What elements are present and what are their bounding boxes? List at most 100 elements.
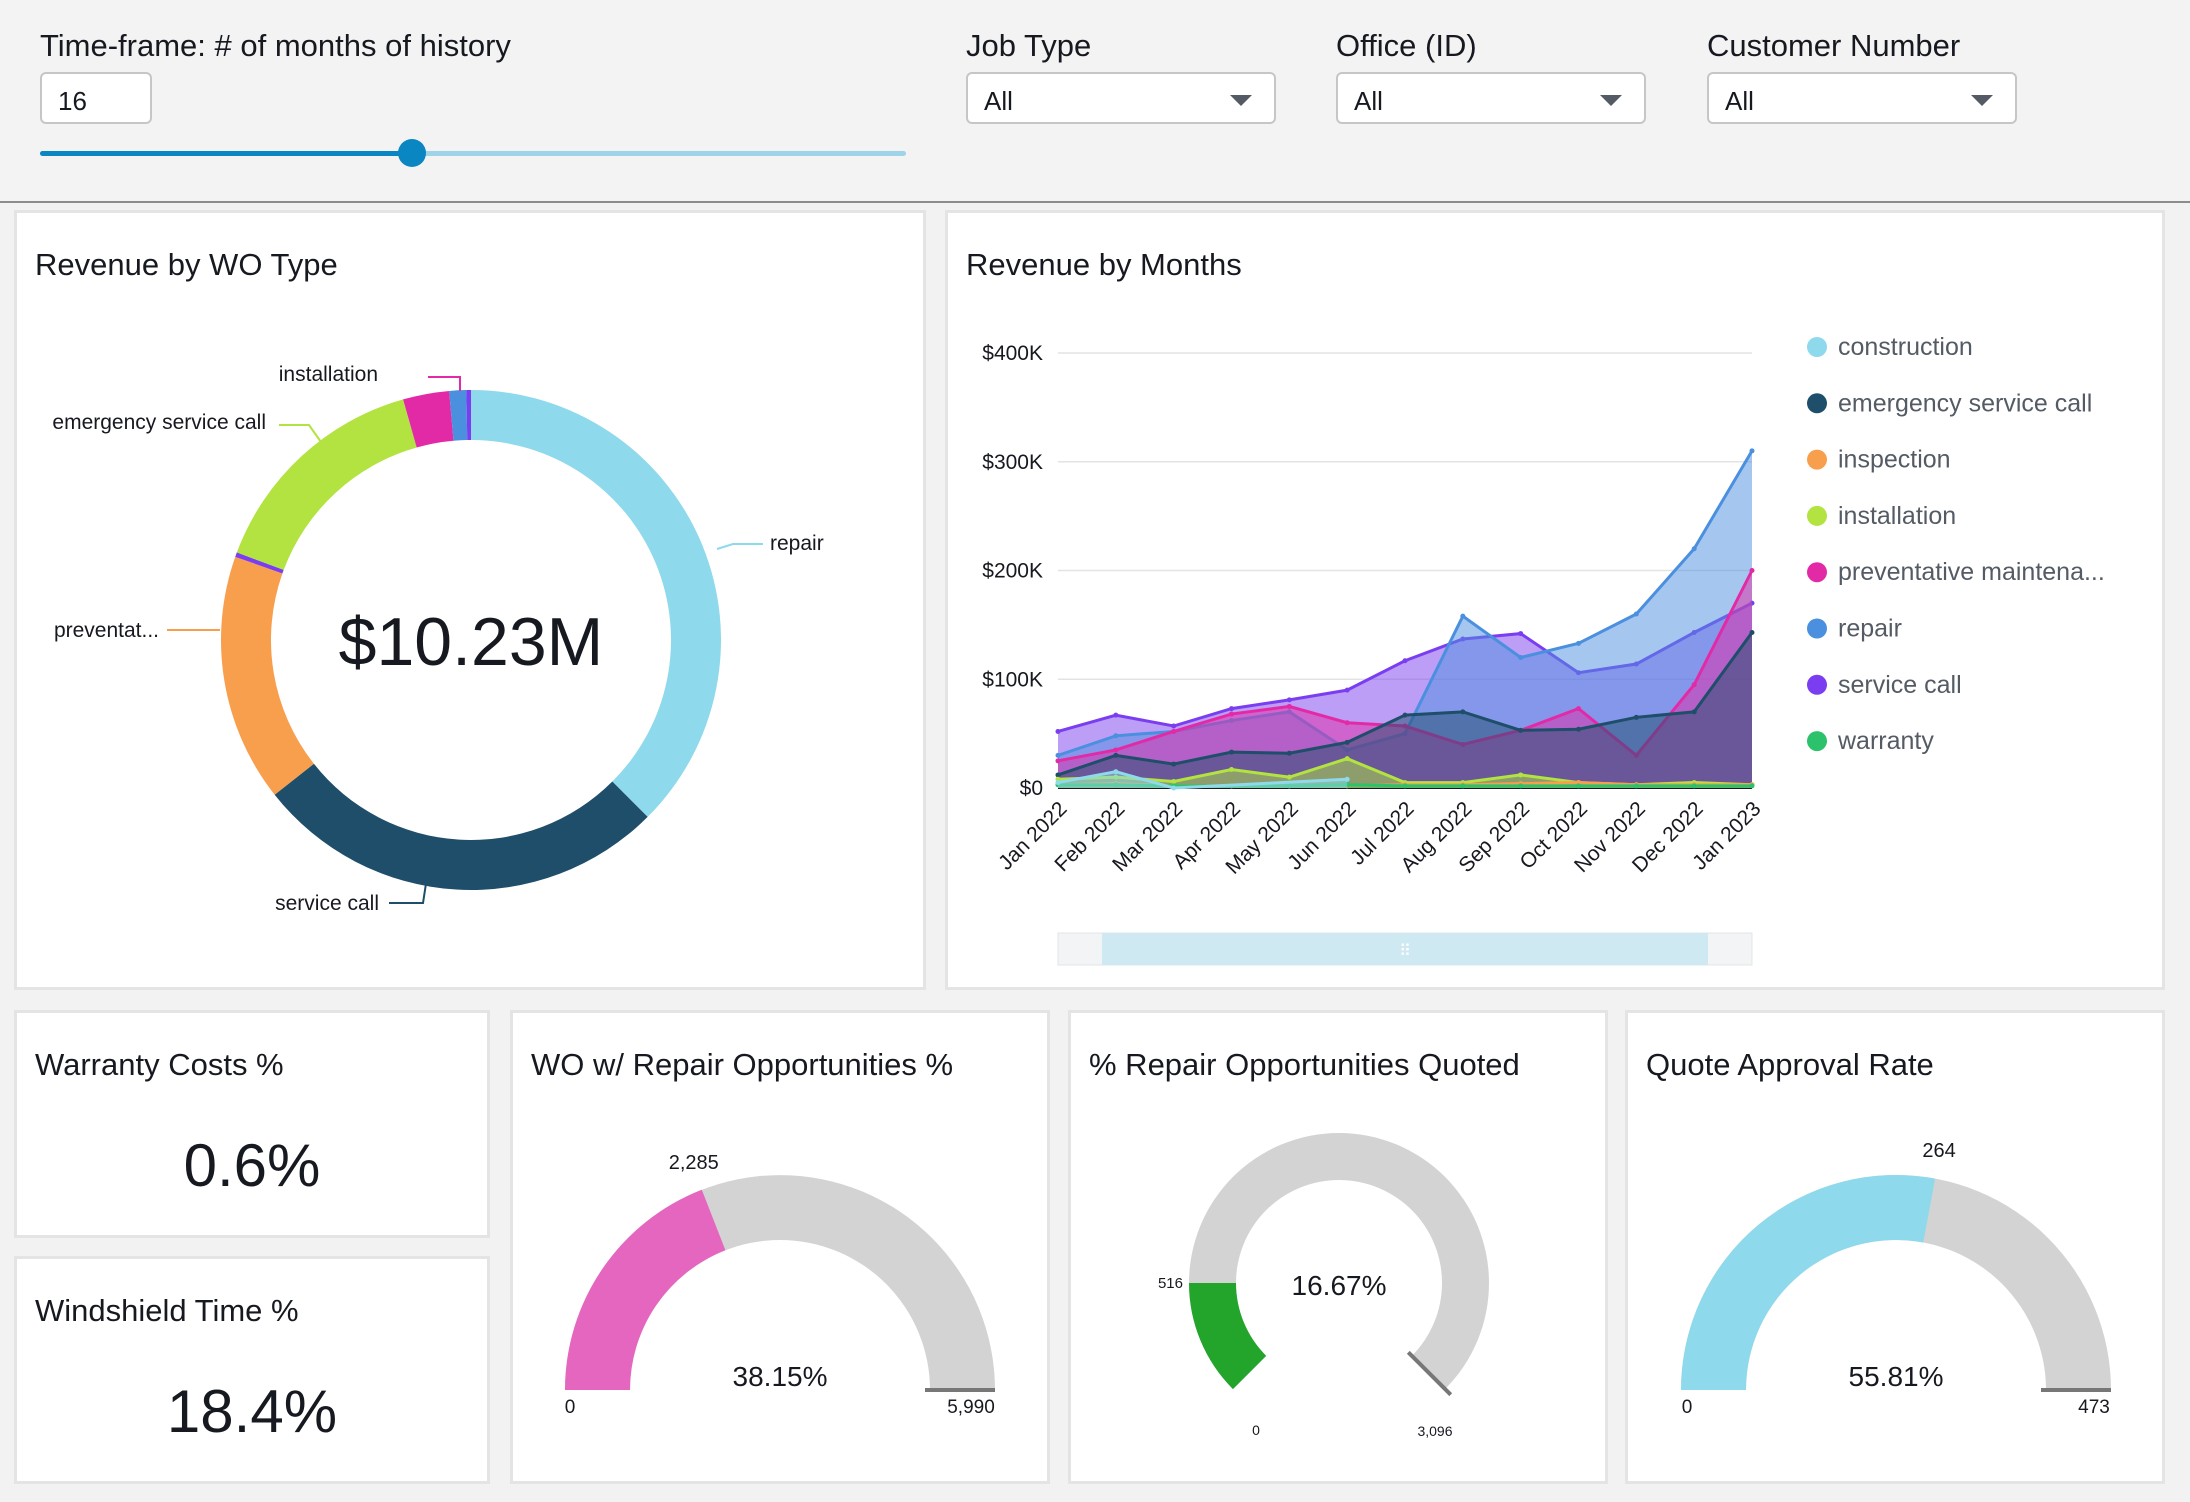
data-point bbox=[1113, 747, 1119, 753]
data-point bbox=[1055, 780, 1061, 786]
chevron-down-icon bbox=[1230, 95, 1252, 106]
customer-dropdown[interactable]: All bbox=[1707, 72, 2017, 124]
data-point bbox=[1055, 758, 1061, 764]
data-point bbox=[1402, 712, 1408, 718]
gauge-value-label: 2,285 bbox=[669, 1152, 719, 1174]
legend-swatch bbox=[1807, 505, 1827, 526]
legend-swatch bbox=[1807, 562, 1827, 583]
gauge-max-label: 473 bbox=[2078, 1397, 2110, 1418]
months-slider[interactable] bbox=[40, 139, 906, 167]
chevron-down-icon bbox=[1600, 95, 1622, 106]
card-title: Warranty Costs % bbox=[35, 1047, 284, 1082]
gauge-value-label: 516 bbox=[1158, 1275, 1183, 1292]
warranty-value: 0.6% bbox=[183, 1132, 321, 1199]
data-point bbox=[1518, 655, 1524, 660]
slider-thumb[interactable] bbox=[398, 139, 427, 167]
data-point bbox=[1286, 703, 1292, 709]
data-point bbox=[1633, 611, 1639, 617]
data-point bbox=[1691, 709, 1697, 715]
card-title: % Repair Opportunities Quoted bbox=[1089, 1047, 1520, 1082]
data-point bbox=[1633, 783, 1639, 789]
grip-icon: ⠿ bbox=[1399, 943, 1411, 960]
data-point bbox=[1576, 640, 1581, 646]
data-point bbox=[1402, 658, 1408, 664]
job-type-dropdown[interactable]: All bbox=[966, 72, 1276, 124]
series-line bbox=[1057, 770, 1348, 790]
warranty-costs-card: Warranty Costs % 0.6% bbox=[14, 1010, 490, 1238]
data-point bbox=[1229, 749, 1234, 755]
data-point bbox=[1113, 712, 1119, 718]
donut-chart: installation emergency service call repa… bbox=[52, 363, 823, 915]
months-input[interactable]: 16 bbox=[40, 72, 152, 124]
slider-fill bbox=[40, 151, 413, 156]
donut-slice[interactable] bbox=[466, 390, 471, 441]
range-scrollbar-thumb[interactable] bbox=[1102, 933, 1708, 965]
series-area bbox=[1058, 758, 1752, 788]
donut-center-total: $10.23M bbox=[339, 604, 604, 680]
legend-label: construction bbox=[1838, 333, 1973, 361]
data-point bbox=[1171, 723, 1177, 729]
data-point bbox=[1749, 568, 1755, 573]
legend-label: inspection bbox=[1838, 446, 1951, 474]
legend-label: installation bbox=[1838, 502, 1956, 530]
legend-swatch bbox=[1807, 731, 1827, 752]
donut-slice[interactable] bbox=[403, 390, 454, 448]
leader-line bbox=[279, 424, 322, 443]
gauge-track bbox=[1189, 1133, 1489, 1390]
office-dropdown[interactable]: All bbox=[1336, 72, 1646, 124]
data-point bbox=[1344, 776, 1350, 782]
series-area bbox=[1058, 632, 1752, 788]
data-point bbox=[1576, 726, 1581, 732]
card-title: WO w/ Repair Opportunities % bbox=[531, 1047, 954, 1082]
donut-slice[interactable] bbox=[449, 390, 468, 441]
card-title: Revenue by Months bbox=[966, 247, 1242, 282]
data-point bbox=[1518, 631, 1524, 637]
gauge-max-label: 5,990 bbox=[947, 1397, 995, 1418]
gauge-center-label: 55.81% bbox=[1849, 1361, 1944, 1392]
data-point bbox=[1113, 733, 1119, 739]
gauge-fill bbox=[1681, 1175, 1936, 1390]
donut-slice[interactable] bbox=[236, 399, 417, 570]
quote-approval-rate-card: Quote Approval Rate 264 55.81% 0 473 bbox=[1625, 1010, 2165, 1484]
area-series bbox=[1055, 448, 1755, 791]
legend-label: repair bbox=[1838, 615, 1902, 643]
leader-line bbox=[716, 543, 763, 550]
donut-slice[interactable] bbox=[235, 552, 284, 574]
y-tick-label: $0 bbox=[1020, 777, 1043, 800]
slice-label-service-call: service call bbox=[275, 892, 379, 915]
donut-slice[interactable] bbox=[274, 763, 648, 890]
data-point bbox=[1749, 629, 1755, 635]
donut-group bbox=[221, 390, 722, 890]
data-point bbox=[1286, 750, 1292, 756]
y-tick-label: $200K bbox=[982, 560, 1043, 583]
gauge-approval: 264 55.81% 0 473 bbox=[1681, 1140, 2111, 1418]
gauge-max-tick bbox=[1406, 1350, 1453, 1397]
data-point bbox=[1229, 767, 1234, 773]
donut-slice[interactable] bbox=[471, 390, 722, 817]
data-point bbox=[1171, 728, 1177, 734]
leader-line bbox=[428, 376, 461, 391]
card-title: Quote Approval Rate bbox=[1646, 1047, 1934, 1082]
data-point bbox=[1576, 706, 1581, 712]
gauge-wo: 2,285 38.15% 0 5,990 bbox=[565, 1152, 995, 1418]
data-point bbox=[1749, 783, 1755, 789]
data-point bbox=[1402, 783, 1408, 789]
gauge-fill bbox=[1189, 1283, 1267, 1390]
data-point bbox=[1229, 706, 1234, 712]
gauge-min-label: 0 bbox=[1682, 1397, 1693, 1418]
windshield-value: 18.4% bbox=[166, 1378, 338, 1445]
gauge-min-label: 0 bbox=[565, 1397, 576, 1418]
donut-slice[interactable] bbox=[221, 556, 314, 795]
y-tick-label: $400K bbox=[982, 342, 1043, 365]
gauge-max-label: 3,096 bbox=[1417, 1423, 1452, 1439]
data-point bbox=[1286, 697, 1292, 703]
revenue-by-months-card: Revenue by Months Jan 2022 Feb 2022 Mar 20… bbox=[945, 210, 2165, 990]
legend-swatch bbox=[1807, 449, 1827, 470]
data-point bbox=[1286, 774, 1292, 780]
data-point bbox=[1171, 761, 1177, 767]
data-point bbox=[1055, 772, 1061, 778]
y-tick-label: $300K bbox=[982, 451, 1043, 474]
data-point bbox=[1749, 448, 1755, 454]
job-type-label: Job Type bbox=[966, 28, 1092, 63]
